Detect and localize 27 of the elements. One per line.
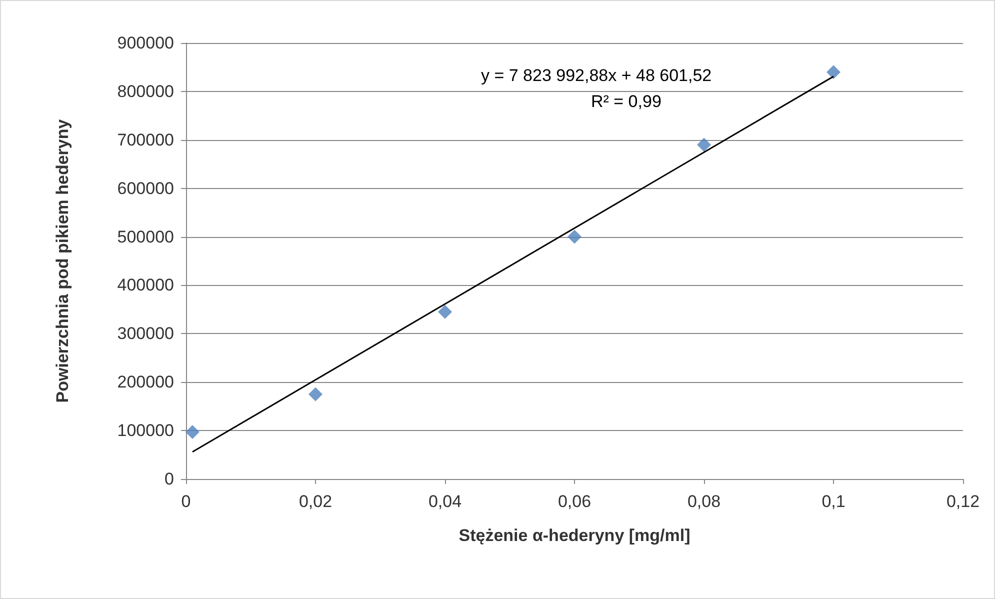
y-tick-label: 500000	[117, 227, 174, 246]
x-tick-label: 0,08	[687, 492, 721, 511]
y-axis-title: Powierzchnia pod pikiem hederyny	[53, 118, 72, 403]
x-axis-title: Stężenie α-hederyny [mg/ml]	[458, 526, 690, 545]
point	[308, 387, 322, 402]
y-tick-label: 900000	[117, 34, 174, 52]
point	[697, 138, 711, 152]
annotation: y = 7 823 992,88x + 48 601,52	[481, 66, 712, 85]
x-tick-label: 0,06	[558, 492, 592, 511]
x-tick-label: 0,02	[298, 492, 332, 511]
y-tick-label: 600000	[117, 178, 174, 198]
x-tick-label: 0,1	[822, 492, 846, 511]
x-tick-label: 0	[181, 492, 191, 511]
y-tick-label: 100000	[117, 421, 174, 440]
y-tick-label: 0	[164, 470, 174, 488]
point	[185, 425, 200, 440]
y-tick-label: 300000	[117, 324, 174, 344]
point	[826, 65, 840, 80]
x-tick-label: 0,04	[428, 492, 462, 511]
annotation: R² = 0,99	[591, 92, 662, 111]
y-tick-label: 800000	[117, 82, 174, 101]
point	[568, 230, 582, 244]
x-tick-label: 0,12	[946, 492, 980, 511]
y-tick-label: 700000	[117, 130, 174, 150]
y-tick-label: 200000	[117, 372, 174, 392]
y-tick-label: 400000	[117, 276, 174, 295]
point	[438, 304, 452, 319]
